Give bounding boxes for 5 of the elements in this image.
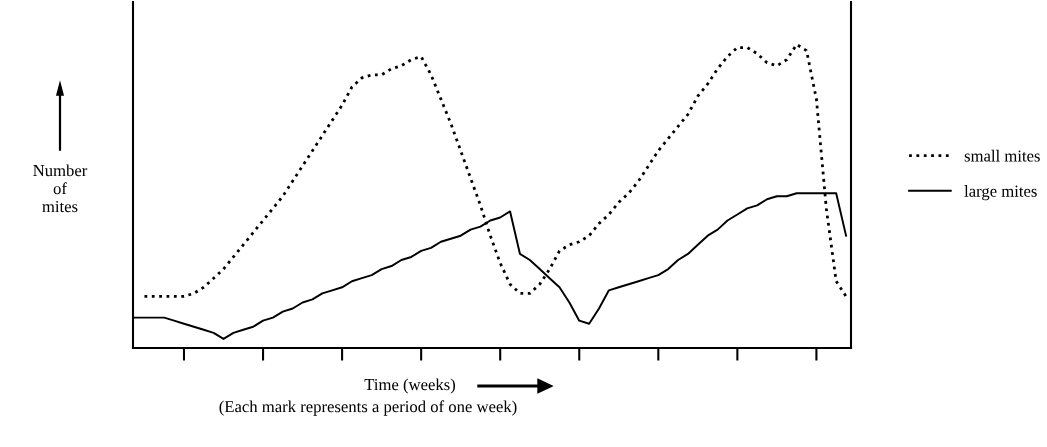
legend-label: large mites: [964, 185, 1037, 201]
y-axis-title: Number of mites: [33, 164, 88, 213]
text: (Each mark represents a period of one week): [219, 400, 517, 416]
x-axis-title: Time (weeks): [364, 378, 456, 394]
legend-label: small mites: [964, 149, 1040, 162]
